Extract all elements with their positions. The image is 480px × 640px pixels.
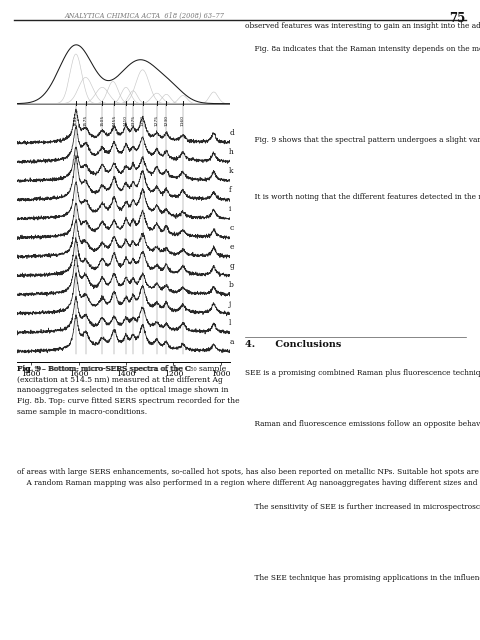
Text: Raman and fluorescence emissions follow an opposite behaviour due to the effect : Raman and fluorescence emissions follow … (245, 420, 480, 428)
Text: h: h (229, 148, 234, 156)
Text: 1410: 1410 (124, 115, 128, 125)
Text: 1505: 1505 (100, 115, 104, 126)
Text: 1455: 1455 (112, 115, 116, 126)
Text: a: a (229, 338, 234, 346)
Text: Fig. 9: Fig. 9 (17, 365, 41, 372)
Text: 1330: 1330 (141, 115, 144, 125)
Text: l: l (229, 319, 231, 327)
Text: 1575: 1575 (84, 115, 88, 126)
Text: SEE is a promising combined Raman plus fluorescence technique to be applied in t: SEE is a promising combined Raman plus f… (245, 369, 480, 377)
Text: Fig. 9 – Bottom: micro-SERS spectra of the C₅₀ sample
(excitation at 514.5 nm) m: Fig. 9 – Bottom: micro-SERS spectra of t… (17, 365, 240, 415)
Text: ANALYTICA CHIMICA ACTA  618 (2008) 63–77: ANALYTICA CHIMICA ACTA 618 (2008) 63–77 (64, 12, 224, 19)
Text: d: d (229, 129, 234, 137)
Text: The sensitivity of SEE is further increased in microspectroscopy. A very low det: The sensitivity of SEE is further increa… (245, 503, 480, 511)
Text: Fig. 9 shows that the spectral pattern undergoes a slight variability from point: Fig. 9 shows that the spectral pattern u… (245, 136, 480, 144)
Text: f: f (229, 186, 232, 194)
Text: 1230: 1230 (164, 115, 168, 125)
Text: 1275: 1275 (155, 115, 159, 125)
Text: i: i (229, 205, 231, 213)
Text: 1611: 1611 (74, 115, 78, 125)
Text: e: e (229, 243, 234, 251)
Text: It is worth noting that the different features detected in the micro-SERS spectr: It is worth noting that the different fe… (245, 193, 480, 201)
Text: The SEE technique has promising applications in the influence of other factors a: The SEE technique has promising applicat… (245, 574, 480, 582)
Text: observed features was interesting to gain an insight into the adsorption of a ma: observed features was interesting to gai… (245, 22, 480, 30)
Text: g: g (229, 262, 234, 270)
Text: k: k (229, 167, 234, 175)
Text: Fig. 8a indicates that the Raman intensity depends on the morphology of the aggr: Fig. 8a indicates that the Raman intensi… (245, 45, 480, 53)
Text: 75: 75 (449, 12, 466, 24)
Text: c: c (229, 224, 233, 232)
Text: 1160: 1160 (181, 115, 185, 125)
Text: of areas with large SERS enhancements, so-called hot spots, has also been report: of areas with large SERS enhancements, s… (17, 468, 480, 487)
Text: 1375: 1375 (131, 115, 135, 125)
Text: j: j (229, 300, 231, 308)
Text: – Bottom: micro-SERS spectra of the C: – Bottom: micro-SERS spectra of the C (40, 365, 191, 372)
Text: 4.      Conclusions: 4. Conclusions (245, 340, 341, 349)
Text: b: b (229, 281, 234, 289)
